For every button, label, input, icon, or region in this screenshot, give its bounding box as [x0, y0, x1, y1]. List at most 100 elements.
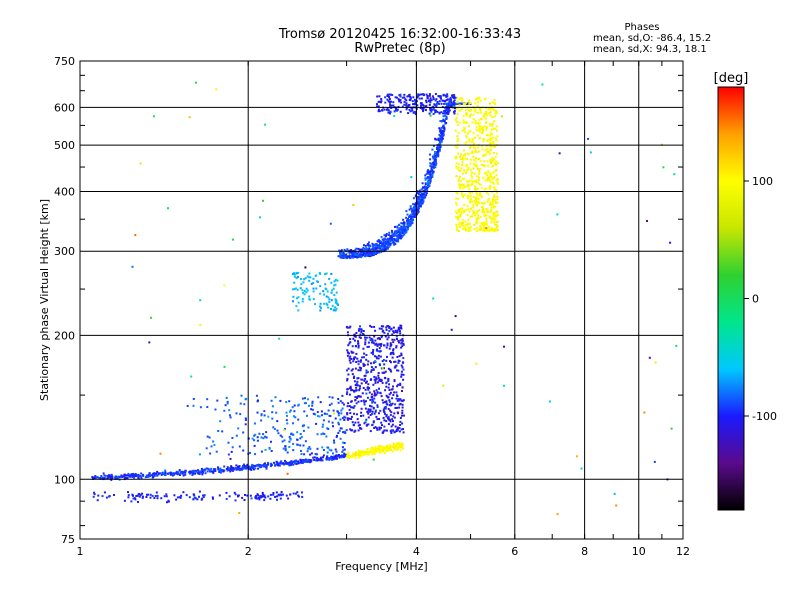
data-point [427, 169, 430, 172]
data-point [425, 182, 428, 185]
data-point [354, 456, 357, 459]
data-point [173, 494, 176, 497]
data-point [357, 346, 360, 349]
data-point [240, 467, 243, 470]
data-point [288, 435, 291, 438]
data-point [380, 380, 382, 382]
data-point [421, 198, 424, 201]
data-point [186, 404, 189, 407]
data-point [272, 493, 275, 496]
data-point [440, 102, 443, 105]
data-point [386, 95, 389, 97]
data-point [481, 129, 484, 132]
data-point [472, 204, 475, 207]
data-point [464, 108, 467, 111]
data-point [407, 112, 410, 115]
data-point [321, 414, 323, 417]
data-point [364, 255, 367, 258]
data-point [476, 111, 479, 114]
data-point [400, 373, 403, 376]
data-point [293, 288, 296, 291]
data-point [303, 290, 306, 292]
data-point [558, 152, 561, 155]
data-point [378, 448, 381, 451]
data-point [399, 230, 402, 232]
data-point [260, 419, 263, 422]
data-point [367, 253, 369, 256]
data-point [422, 186, 424, 189]
data-point [383, 448, 386, 451]
data-point [93, 477, 96, 480]
data-point [259, 496, 262, 499]
data-point [477, 101, 480, 104]
data-point [401, 228, 404, 230]
data-point [439, 135, 442, 138]
data-point [356, 397, 359, 399]
data-point [349, 325, 352, 328]
data-point [421, 196, 424, 199]
data-point [468, 188, 471, 191]
data-point [402, 431, 405, 434]
data-point [227, 441, 230, 444]
data-point [311, 404, 314, 407]
data-point [485, 113, 488, 116]
data-point [392, 394, 395, 396]
data-point [229, 468, 232, 470]
data-point [351, 421, 354, 424]
data-point [297, 403, 300, 406]
data-point [378, 428, 381, 431]
data-point [468, 137, 471, 140]
data-point [479, 192, 482, 195]
data-point [360, 367, 362, 370]
data-point [307, 276, 310, 279]
data-point [480, 187, 483, 190]
data-point [141, 492, 144, 495]
data-point [300, 278, 302, 280]
data-point [133, 497, 136, 500]
data-point [396, 226, 399, 229]
data-point [354, 335, 357, 338]
data-point [286, 414, 288, 417]
data-point [362, 453, 365, 456]
data-point [456, 212, 459, 215]
data-point [220, 469, 223, 472]
data-point [482, 164, 485, 167]
data-point [445, 116, 448, 119]
data-point [474, 102, 477, 105]
data-point [321, 459, 324, 462]
data-point [91, 476, 94, 479]
data-point [465, 112, 468, 115]
data-point [377, 448, 379, 451]
data-point [376, 244, 379, 247]
data-point [288, 464, 291, 467]
data-point [409, 220, 412, 223]
data-point [479, 99, 482, 102]
data-point [339, 437, 342, 440]
data-point [364, 452, 366, 455]
data-point [258, 216, 261, 219]
data-point [431, 148, 434, 151]
data-point [378, 327, 381, 330]
data-point [210, 470, 213, 473]
data-point [475, 212, 478, 215]
data-point [496, 182, 499, 185]
data-point [117, 475, 120, 478]
data-point [232, 466, 235, 469]
data-point [474, 185, 477, 188]
data-point [310, 452, 313, 455]
data-point [392, 330, 395, 333]
data-point [376, 418, 379, 421]
data-point [471, 150, 474, 153]
data-point [219, 467, 222, 470]
data-point [439, 120, 442, 123]
data-point [485, 127, 488, 130]
data-point [334, 298, 337, 301]
data-point [390, 328, 393, 331]
data-point [294, 416, 297, 419]
data-point [192, 498, 195, 501]
data-point [475, 189, 478, 192]
data-point [429, 179, 432, 182]
data-point [257, 494, 260, 497]
data-point [394, 407, 397, 409]
data-point [398, 234, 401, 237]
